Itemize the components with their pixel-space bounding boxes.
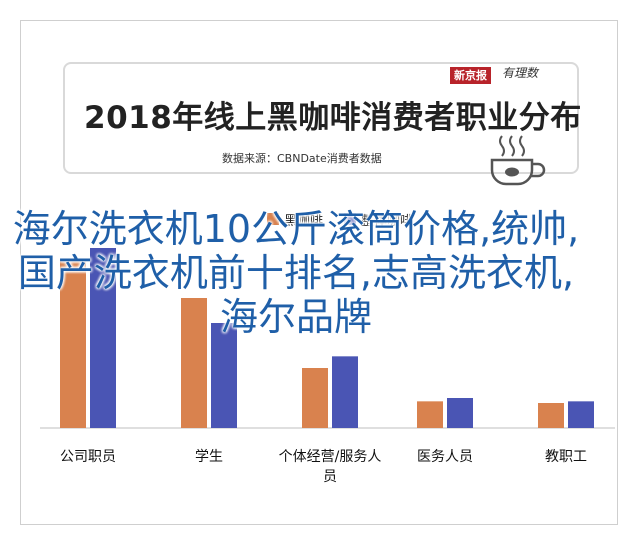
category-label-2: 学生 [195, 449, 223, 465]
overlay-caption: 海尔洗衣机10公斤滚筒价格,统帅,国产洗衣机前十排名,志高洗衣机,海尔品牌 [12, 207, 580, 339]
legend-label-series-2: 整体咖啡 [361, 214, 414, 229]
bar-1-1 [60, 261, 86, 428]
brand-logo-script: 有理数 [502, 66, 539, 80]
bar-1-3 [302, 368, 328, 428]
brand-logo-box: 新京报 [450, 67, 491, 84]
legend-label-series-1: 黑咖啡 [284, 214, 324, 229]
bar-2-4 [447, 398, 473, 428]
category-label-3: 个体经营/服务人员 [278, 449, 382, 485]
bar-2-2 [211, 323, 237, 428]
bar-2-1 [90, 248, 116, 428]
coffee-cup-icon [490, 135, 546, 186]
title-banner [63, 62, 579, 174]
category-label-4: 医务人员 [417, 449, 473, 465]
category-label-1: 公司职员 [60, 449, 116, 465]
category-label-5: 教职工 [545, 449, 587, 465]
bar-2-5 [568, 401, 594, 428]
legend-swatch-series-1 [267, 213, 279, 225]
bar-1-4 [417, 401, 443, 428]
data-source: 数据来源：CBNDate消费者数据 [222, 152, 382, 165]
bar-2-3 [332, 356, 358, 428]
legend-swatch-series-2 [344, 213, 356, 225]
chart-title: 2018年线上黑咖啡消费者职业分布 [84, 100, 582, 136]
bar-1-2 [181, 298, 207, 428]
bar-1-5 [538, 403, 564, 428]
